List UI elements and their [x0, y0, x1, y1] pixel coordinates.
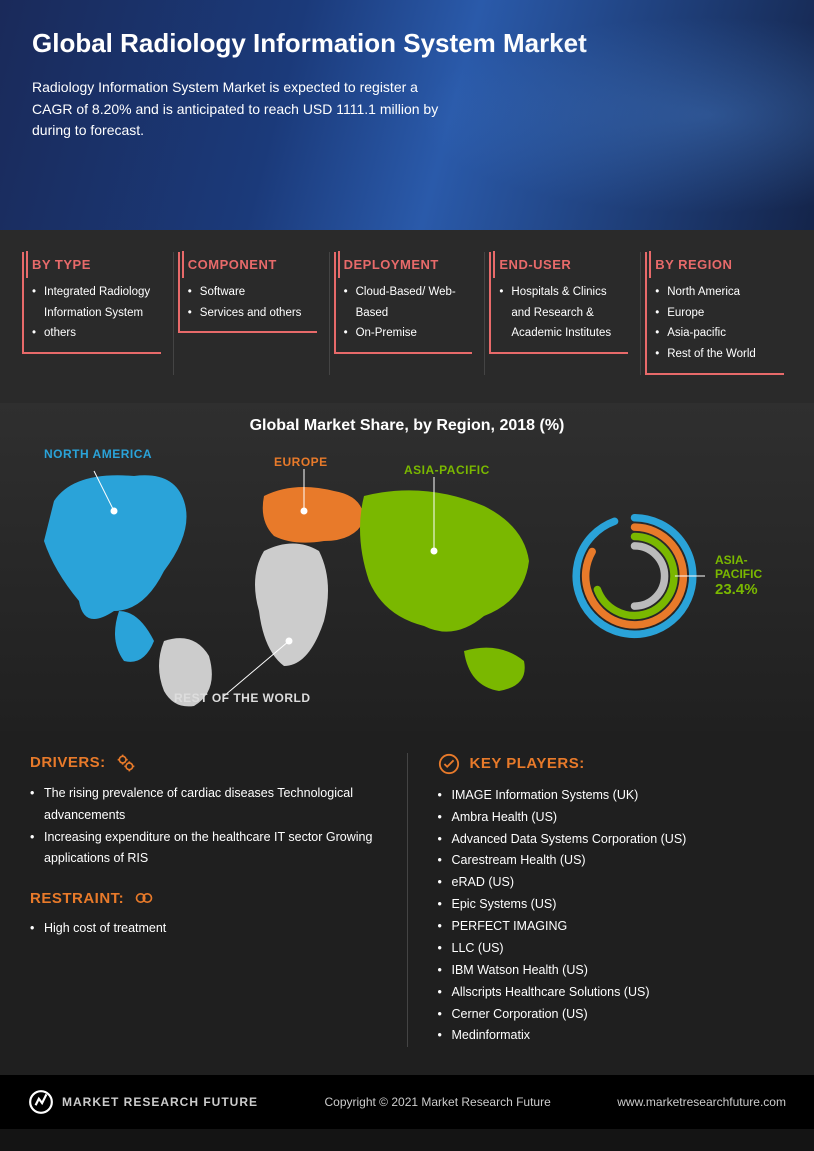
- category-item: Services and others: [188, 303, 317, 324]
- list-item: Ambra Health (US): [438, 807, 785, 829]
- list-item: Carestream Health (US): [438, 850, 785, 872]
- donut-callout: ASIA-PACIFIC 23.4%: [715, 553, 790, 598]
- restraint-list: High cost of treatment: [30, 918, 377, 940]
- category-item: Asia-pacific: [655, 323, 784, 344]
- category-item: Hospitals & Clinics and Research & Acade…: [499, 282, 628, 344]
- category-title: DEPLOYMENT: [344, 257, 439, 272]
- chain-icon: [134, 888, 154, 908]
- category-item: North America: [655, 282, 784, 303]
- hero-banner: Global Radiology Information System Mark…: [0, 0, 814, 230]
- category-item: Rest of the World: [655, 344, 784, 365]
- list-item: Advanced Data Systems Corporation (US): [438, 829, 785, 851]
- map-title: Global Market Share, by Region, 2018 (%): [24, 417, 790, 435]
- category-item: Europe: [655, 303, 784, 324]
- category-title: BY TYPE: [32, 257, 91, 272]
- footer-logo: MARKET RESEARCH FUTURE: [28, 1089, 258, 1115]
- region-label-na: NORTH AMERICA: [44, 447, 152, 461]
- hero-subtitle: Radiology Information System Market is e…: [32, 77, 452, 142]
- category-block: COMPONENT SoftwareServices and others: [173, 252, 329, 375]
- category-item: Software: [188, 282, 317, 303]
- page-title: Global Radiology Information System Mark…: [32, 28, 782, 59]
- region-label-ap: ASIA-PACIFIC: [404, 463, 490, 477]
- category-strip: BY TYPE Integrated Radiology Information …: [0, 230, 814, 403]
- logo-icon: [28, 1089, 54, 1115]
- footer: MARKET RESEARCH FUTURE Copyright © 2021 …: [0, 1075, 814, 1129]
- footer-url: www.marketresearchfuture.com: [617, 1095, 786, 1109]
- list-item: LLC (US): [438, 938, 785, 960]
- category-title: COMPONENT: [188, 257, 277, 272]
- list-item: Epic Systems (US): [438, 894, 785, 916]
- bottom-section: DRIVERS: The rising prevalence of cardia…: [0, 731, 814, 1076]
- keyplayers-header: KEY PLAYERS:: [438, 753, 785, 775]
- donut-callout-label: ASIA-PACIFIC: [715, 553, 762, 581]
- list-item: Cerner Corporation (US): [438, 1004, 785, 1026]
- drivers-list: The rising prevalence of cardiac disease…: [30, 783, 377, 871]
- drivers-title: DRIVERS:: [30, 754, 106, 771]
- handshake-icon: [438, 753, 460, 775]
- keyplayers-title: KEY PLAYERS:: [470, 755, 585, 772]
- category-item: On-Premise: [344, 323, 473, 344]
- category-item: Cloud-Based/ Web-Based: [344, 282, 473, 323]
- gear-icon: [116, 753, 136, 773]
- list-item: PERFECT IMAGING: [438, 916, 785, 938]
- region-label-eu: EUROPE: [274, 455, 328, 469]
- category-item: others: [32, 323, 161, 344]
- category-block: END-USER Hospitals & Clinics and Research…: [484, 252, 640, 375]
- keyplayers-column: KEY PLAYERS: IMAGE Information Systems (…: [407, 753, 785, 1048]
- donut-chart: [564, 501, 705, 651]
- category-title: BY REGION: [655, 257, 732, 272]
- restraint-title: RESTRAINT:: [30, 890, 124, 907]
- list-item: eRAD (US): [438, 872, 785, 894]
- list-item: Allscripts Healthcare Solutions (US): [438, 982, 785, 1004]
- drivers-header: DRIVERS:: [30, 753, 377, 773]
- world-map-svg: [24, 441, 554, 711]
- world-map: NORTH AMERICA EUROPE ASIA-PACIFIC REST O…: [24, 441, 554, 711]
- list-item: Medinformatix: [438, 1025, 785, 1047]
- category-item: Integrated Radiology Information System: [32, 282, 161, 323]
- drivers-column: DRIVERS: The rising prevalence of cardia…: [30, 753, 377, 1048]
- category-block: DEPLOYMENT Cloud-Based/ Web-BasedOn-Premi…: [329, 252, 485, 375]
- map-section: Global Market Share, by Region, 2018 (%)…: [0, 403, 814, 731]
- list-item: IMAGE Information Systems (UK): [438, 785, 785, 807]
- footer-copyright: Copyright © 2021 Market Research Future: [324, 1095, 550, 1109]
- list-item: IBM Watson Health (US): [438, 960, 785, 982]
- list-item: The rising prevalence of cardiac disease…: [30, 783, 377, 827]
- keyplayers-list: IMAGE Information Systems (UK)Ambra Heal…: [438, 785, 785, 1048]
- category-block: BY TYPE Integrated Radiology Information …: [18, 252, 173, 375]
- category-title: END-USER: [499, 257, 571, 272]
- restraint-header: RESTRAINT:: [30, 888, 377, 908]
- category-block: BY REGION North AmericaEuropeAsia-pacific…: [640, 252, 796, 375]
- donut-callout-value: 23.4%: [715, 581, 790, 598]
- list-item: Increasing expenditure on the healthcare…: [30, 827, 377, 871]
- footer-brand: MARKET RESEARCH FUTURE: [62, 1095, 258, 1109]
- region-label-rw: REST OF THE WORLD: [174, 691, 311, 705]
- list-item: High cost of treatment: [30, 918, 377, 940]
- donut-chart-box: ASIA-PACIFIC 23.4%: [564, 501, 790, 651]
